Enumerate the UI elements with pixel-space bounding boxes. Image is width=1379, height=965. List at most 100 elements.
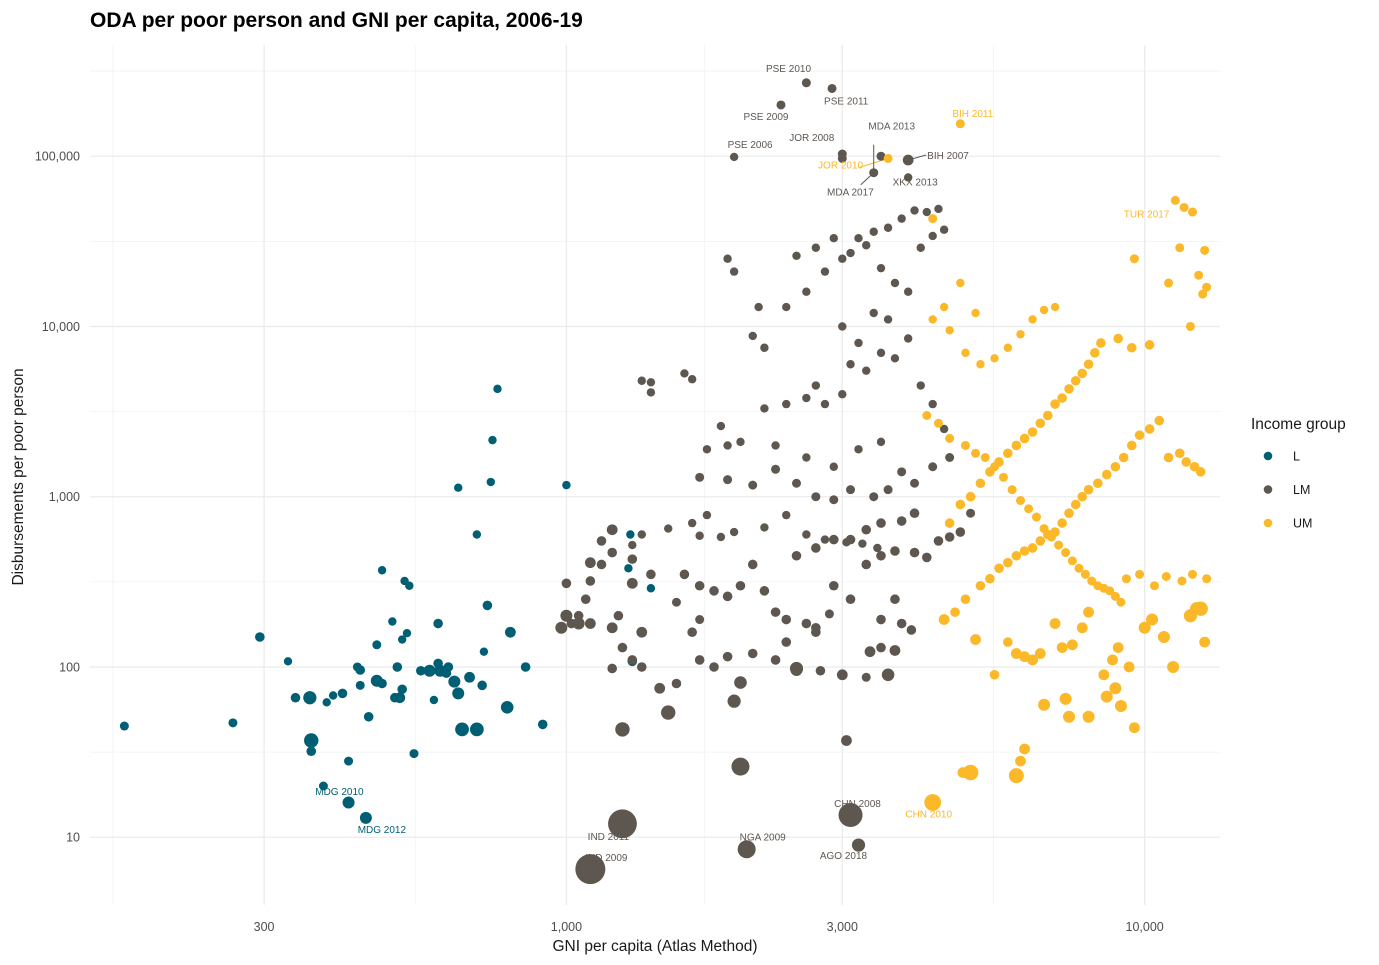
point-annotation: TUR 2017 — [1124, 209, 1170, 220]
data-point — [1144, 340, 1155, 350]
data-point — [722, 591, 733, 602]
data-point — [815, 665, 826, 676]
data-point — [811, 627, 821, 638]
data-point — [1194, 270, 1204, 280]
data-point — [607, 547, 617, 558]
data-point — [572, 617, 585, 630]
data-point — [998, 472, 1008, 482]
data-point — [747, 559, 758, 570]
data-point — [328, 691, 338, 700]
data-point — [862, 366, 871, 375]
data-point — [1083, 359, 1094, 370]
data-point — [377, 678, 387, 689]
data-point — [716, 532, 726, 542]
data-point — [960, 440, 970, 450]
legend-swatch — [1263, 518, 1273, 528]
data-point — [1011, 550, 1022, 561]
data-point — [1064, 384, 1074, 394]
data-point — [928, 214, 938, 224]
data-point — [759, 586, 770, 596]
data-point — [617, 642, 628, 653]
data-point — [828, 580, 839, 591]
data-point — [615, 722, 630, 737]
data-point — [861, 672, 871, 682]
data-point — [1112, 642, 1124, 653]
data-point — [1167, 660, 1180, 673]
data-point — [1035, 536, 1046, 546]
legend-label: L — [1293, 450, 1300, 464]
data-point — [838, 254, 847, 263]
data-point — [464, 671, 475, 683]
data-point — [801, 618, 812, 629]
data-point — [584, 557, 596, 569]
data-point — [694, 655, 705, 665]
data-point — [851, 838, 866, 852]
data-point — [854, 445, 863, 454]
data-point — [1027, 543, 1038, 553]
data-point — [1161, 572, 1171, 582]
chart-title: ODA per poor person and GNI per capita, … — [90, 9, 583, 32]
data-point — [1188, 207, 1198, 217]
data-point — [1015, 755, 1026, 767]
data-point — [1031, 512, 1041, 522]
data-point — [1070, 375, 1081, 386]
data-point — [801, 78, 811, 88]
data-point — [939, 424, 949, 434]
data-point — [455, 722, 469, 737]
data-point — [890, 594, 900, 605]
data-point — [1019, 546, 1030, 556]
data-point — [782, 302, 791, 312]
series-lm — [555, 78, 976, 885]
data-point — [760, 523, 769, 532]
point-annotation: IND 2009 — [585, 853, 628, 864]
data-point — [283, 657, 293, 666]
data-point — [1149, 581, 1159, 591]
data-point — [876, 614, 886, 625]
data-point — [820, 267, 830, 276]
data-point — [1010, 648, 1022, 659]
data-point — [1082, 710, 1095, 723]
data-point — [695, 472, 705, 482]
data-point — [945, 452, 955, 462]
data-point — [504, 626, 516, 638]
data-point — [1039, 524, 1049, 534]
data-point — [1027, 654, 1038, 666]
data-point — [876, 518, 886, 528]
data-point — [488, 435, 497, 445]
data-point — [680, 369, 689, 378]
data-point — [709, 662, 719, 672]
data-point — [731, 757, 750, 776]
data-point — [811, 543, 821, 553]
data-point — [573, 610, 584, 621]
data-point — [909, 508, 920, 519]
point-annotation: MDG 2012 — [358, 825, 407, 836]
y-tick-label: 10 — [66, 831, 80, 845]
data-point — [1027, 427, 1038, 437]
data-point — [671, 678, 682, 689]
data-point — [1181, 457, 1192, 467]
y-axis-ticks: 10 100 1,000 10,000 100,000 — [35, 150, 80, 845]
legend-swatch — [1263, 485, 1273, 494]
data-point — [429, 695, 439, 705]
data-point — [1074, 563, 1084, 573]
data-point — [585, 576, 596, 586]
data-point — [722, 651, 733, 662]
data-point — [322, 698, 331, 707]
data-point — [876, 348, 886, 358]
data-point — [628, 540, 637, 550]
data-point — [876, 437, 886, 447]
data-point — [626, 530, 635, 539]
point-annotation: PSE 2010 — [766, 64, 811, 75]
data-point — [837, 149, 847, 159]
data-point — [402, 628, 412, 638]
data-point — [802, 530, 811, 539]
data-point — [735, 580, 746, 591]
data-point — [520, 662, 531, 672]
data-point — [486, 477, 495, 487]
series-um — [883, 119, 1212, 811]
data-point — [493, 384, 502, 394]
data-point — [1157, 631, 1170, 644]
data-point — [687, 375, 697, 384]
data-point — [1198, 289, 1208, 299]
data-point — [671, 597, 681, 607]
